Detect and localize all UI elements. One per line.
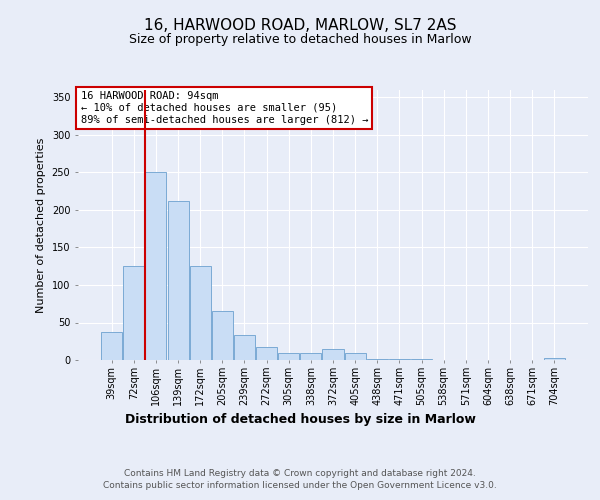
Bar — [389, 359, 410, 360]
Bar — [212, 311, 233, 360]
Text: 16, HARWOOD ROAD, MARLOW, SL7 2AS: 16, HARWOOD ROAD, MARLOW, SL7 2AS — [144, 18, 456, 32]
Bar — [278, 352, 299, 360]
Bar — [256, 346, 277, 360]
Bar — [234, 335, 255, 360]
Bar — [411, 359, 432, 360]
Bar — [167, 201, 188, 360]
Y-axis label: Number of detached properties: Number of detached properties — [36, 138, 46, 312]
Text: Distribution of detached houses by size in Marlow: Distribution of detached houses by size … — [125, 412, 475, 426]
Bar — [101, 332, 122, 360]
Bar — [344, 352, 365, 360]
Bar — [301, 352, 322, 360]
Text: Size of property relative to detached houses in Marlow: Size of property relative to detached ho… — [128, 32, 472, 46]
Bar — [190, 266, 211, 360]
Bar — [145, 172, 166, 360]
Bar — [367, 358, 388, 360]
Bar — [544, 358, 565, 360]
Text: Contains HM Land Registry data © Crown copyright and database right 2024.
Contai: Contains HM Land Registry data © Crown c… — [103, 469, 497, 490]
Bar — [124, 266, 145, 360]
Text: 16 HARWOOD ROAD: 94sqm
← 10% of detached houses are smaller (95)
89% of semi-det: 16 HARWOOD ROAD: 94sqm ← 10% of detached… — [80, 92, 368, 124]
Bar — [322, 349, 344, 360]
